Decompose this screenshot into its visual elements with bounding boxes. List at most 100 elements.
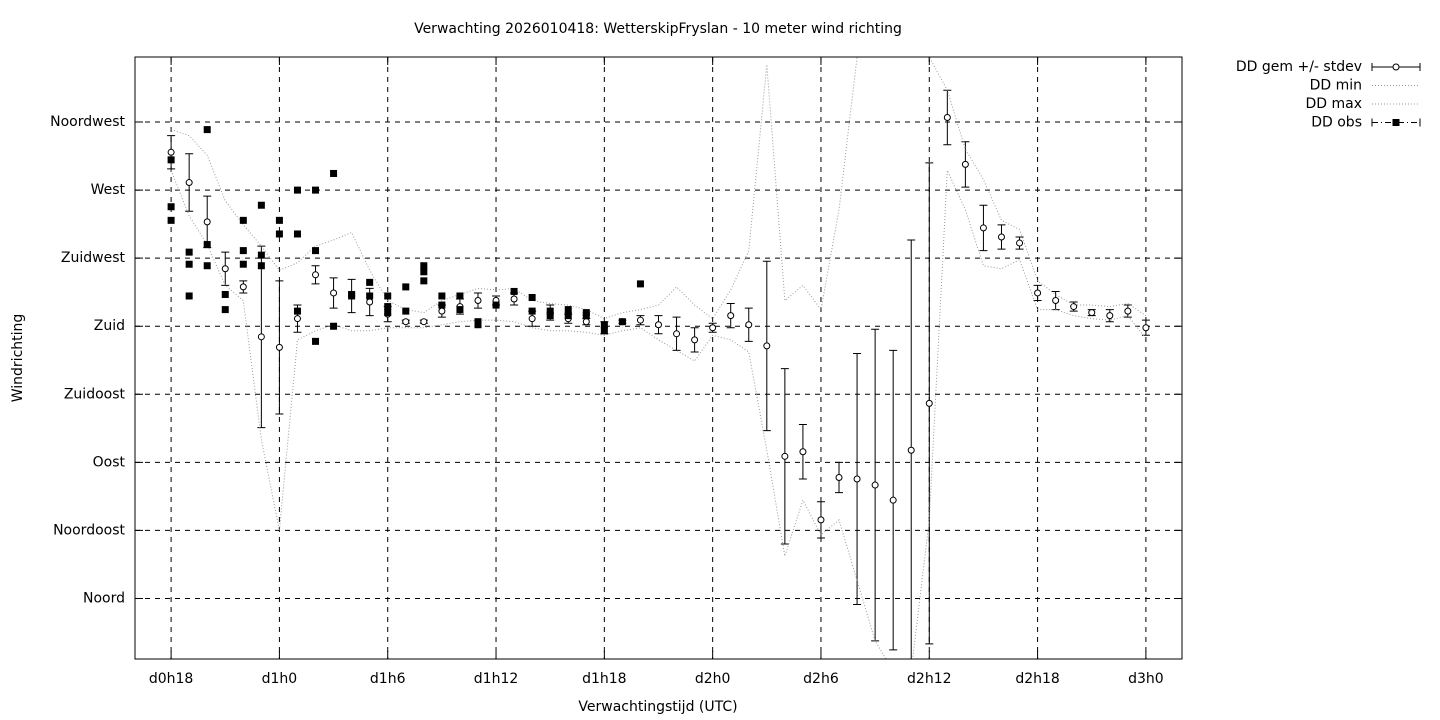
obs-point [185, 292, 193, 300]
y-tick-label: West [91, 182, 126, 198]
obs-point [600, 321, 608, 329]
mean-point [239, 283, 247, 291]
obs-point [456, 306, 464, 314]
obs-point [492, 301, 500, 309]
obs-point [185, 260, 193, 268]
mean-point [203, 218, 211, 226]
mean-point [474, 297, 482, 305]
mean-point [799, 448, 807, 456]
obs-point [420, 277, 428, 285]
obs-point [312, 186, 320, 194]
x-tick-label: d2h18 [1015, 671, 1059, 687]
mean-point [871, 481, 879, 489]
mean-point [366, 298, 374, 306]
mean-point [1088, 309, 1096, 317]
mean-point [293, 315, 301, 323]
mean-point [167, 148, 175, 156]
mean-point [1034, 289, 1042, 297]
mean-point [221, 265, 229, 273]
x-tick-label: d3h0 [1128, 671, 1164, 687]
obs-point [257, 262, 265, 270]
mean-point [673, 330, 681, 338]
mean-point [997, 233, 1005, 241]
mean-point [582, 318, 590, 326]
y-tick-label: Zuid [94, 318, 125, 334]
chart-title: Verwachting 2026010418: WetterskipFrysla… [414, 21, 902, 37]
mean-point [1052, 297, 1060, 305]
mean-point [961, 160, 969, 168]
mean-point [727, 312, 735, 320]
legend-sample [1392, 119, 1400, 126]
y-tick-label: Oost [93, 454, 126, 470]
mean-point [763, 342, 771, 350]
mean-point [636, 316, 644, 324]
x-tick-label: d0h18 [149, 671, 193, 687]
obs-point [257, 201, 265, 209]
mean-point [655, 321, 662, 329]
mean-point [1016, 239, 1024, 247]
x-tick-label: d1h0 [262, 671, 298, 687]
legend-label: DD gem +/- stdev [1236, 59, 1362, 75]
y-tick-label: Zuidoost [64, 386, 126, 402]
obs-point [221, 290, 229, 298]
mean-point [853, 475, 861, 483]
obs-point [167, 156, 175, 164]
obs-point [636, 280, 644, 288]
obs-point [384, 303, 392, 311]
obs-point [239, 247, 247, 255]
legend-sample [1392, 63, 1400, 71]
mean-point [1142, 324, 1150, 332]
obs-point [564, 312, 572, 320]
obs-point [474, 321, 482, 329]
legend: DD gem +/- stdev DD min DD max DD obs [1236, 59, 1421, 131]
mean-point [817, 516, 825, 524]
obs-point [402, 307, 410, 315]
obs-point [275, 216, 283, 224]
range-line [170, 57, 1147, 320]
x-axis-label: Verwachtingstijd (UTC) [578, 699, 737, 715]
x-tick-label: d1h12 [474, 671, 518, 687]
y-axis-label: Windrichting [10, 314, 26, 403]
mean-point [1070, 303, 1078, 311]
mean-point [943, 114, 951, 122]
y-tick-label: Noordoost [53, 522, 125, 538]
mean-point [745, 321, 753, 329]
legend-label: DD obs [1311, 115, 1362, 131]
obs-point [203, 126, 211, 134]
mean-point [528, 315, 536, 323]
obs-point [402, 283, 410, 291]
x-tick-label: d1h18 [582, 671, 626, 687]
mean-point [275, 343, 283, 351]
mean-point [925, 399, 933, 407]
obs-point [293, 186, 301, 194]
obs-point [312, 337, 320, 345]
obs-point [312, 247, 320, 255]
legend-label: DD max [1305, 96, 1362, 112]
obs-point [203, 262, 211, 270]
mean-point [781, 452, 789, 460]
x-tick-label: d2h12 [907, 671, 951, 687]
plot-area [167, 57, 1150, 659]
obs-point [510, 287, 518, 295]
mean-point [709, 324, 717, 332]
obs-point [203, 241, 211, 249]
mean-point [185, 179, 193, 187]
obs-point [239, 216, 247, 224]
mean-point [691, 336, 699, 344]
obs-point [438, 301, 446, 309]
obs-point [420, 268, 428, 276]
y-tick-label: Noord [83, 590, 125, 606]
mean-point [889, 496, 897, 504]
obs-point [275, 230, 283, 238]
obs-point [438, 292, 446, 300]
grid: Noord Noordoost Oost Zuidoost Zuid Zuidwest We… [50, 57, 1182, 687]
obs-point [618, 318, 626, 326]
obs-point [384, 292, 392, 300]
obs-point [366, 292, 374, 300]
mean-point [835, 473, 843, 481]
obs-point [330, 322, 338, 330]
obs-point [348, 292, 356, 300]
obs-point [293, 307, 301, 315]
mean-point [979, 224, 987, 232]
